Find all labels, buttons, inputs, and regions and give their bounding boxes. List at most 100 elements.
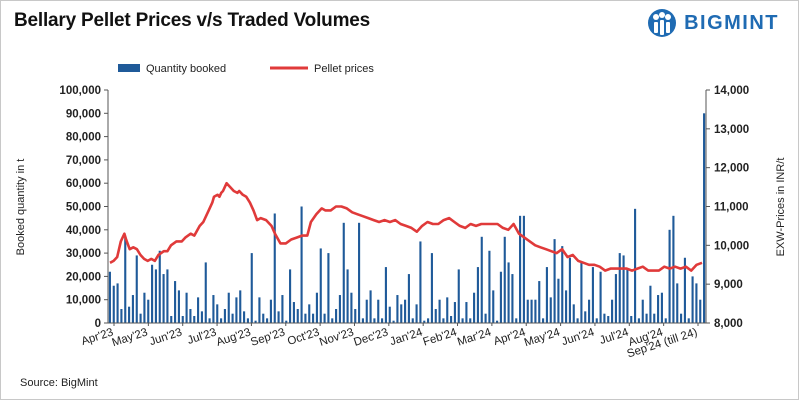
- bar: [220, 318, 223, 323]
- bar: [427, 318, 430, 323]
- bar: [108, 271, 111, 323]
- bar: [457, 269, 460, 323]
- x-tick-label: Feb'24: [422, 326, 459, 348]
- y-tick-label: 40,000: [66, 225, 101, 237]
- bar: [473, 292, 476, 323]
- bar: [641, 299, 644, 323]
- x-tick-label: Mar'24: [456, 326, 493, 348]
- bar: [561, 246, 564, 323]
- bar: [358, 222, 361, 323]
- bar: [323, 313, 326, 323]
- bar: [193, 316, 196, 323]
- x-tick-label: Oct'23: [286, 326, 321, 348]
- bar: [614, 274, 617, 323]
- bar: [262, 313, 265, 323]
- y2-tick-label: 8,000: [714, 318, 743, 330]
- x-tick-label: Sep'23: [249, 326, 286, 348]
- y-tick-label: 50,000: [66, 202, 101, 214]
- bar: [542, 318, 545, 323]
- bar: [515, 318, 518, 323]
- bar: [112, 285, 115, 323]
- bar: [381, 318, 384, 323]
- bar: [189, 309, 192, 323]
- bar: [200, 311, 203, 323]
- bar: [683, 257, 686, 323]
- bar: [438, 299, 441, 323]
- bar: [346, 269, 349, 323]
- chart-title: Bellary Pellet Prices v/s Traded Volumes: [14, 10, 370, 31]
- bar: [308, 304, 311, 323]
- bar: [338, 295, 341, 323]
- bar: [423, 320, 426, 323]
- bar: [289, 269, 292, 323]
- bar: [492, 290, 495, 323]
- bigmint-logo-icon: [648, 9, 677, 37]
- bar: [404, 299, 407, 323]
- y2-tick-label: 9,000: [714, 279, 743, 291]
- bar: [676, 283, 679, 323]
- y-axis-title: Booked quantity in t: [15, 159, 27, 256]
- bar: [622, 255, 625, 323]
- bar: [660, 292, 663, 323]
- bar: [361, 318, 364, 323]
- bar: [526, 299, 529, 323]
- y-tick-label: 10,000: [66, 295, 101, 307]
- bar: [250, 253, 253, 323]
- bar: [246, 318, 249, 323]
- bar: [369, 290, 372, 323]
- bar: [131, 295, 134, 323]
- bar: [139, 313, 142, 323]
- bar: [703, 113, 706, 323]
- bar: [434, 309, 437, 323]
- bar: [243, 311, 246, 323]
- bar: [430, 253, 433, 323]
- bar: [618, 253, 621, 323]
- bar: [407, 274, 410, 323]
- bar: [530, 299, 533, 323]
- bar: [147, 299, 150, 323]
- bar: [335, 309, 338, 323]
- bar: [476, 267, 479, 323]
- bar: [312, 313, 315, 323]
- bar: [292, 302, 295, 323]
- bar: [453, 302, 456, 323]
- bar: [626, 269, 629, 323]
- x-tick-label: May'24: [523, 326, 562, 349]
- bar: [396, 295, 399, 323]
- bar: [239, 290, 242, 323]
- bar: [204, 262, 207, 323]
- bar: [450, 316, 453, 323]
- bar: [266, 318, 269, 323]
- bar: [235, 297, 238, 323]
- bar: [124, 236, 127, 323]
- bar: [446, 297, 449, 323]
- bar: [269, 299, 272, 323]
- bar: [637, 318, 640, 323]
- bar: [572, 304, 575, 323]
- bar: [170, 316, 173, 323]
- bar: [442, 318, 445, 323]
- brand-logo: BIGMINT: [646, 6, 779, 40]
- bar: [319, 248, 322, 323]
- bar: [277, 311, 280, 323]
- bar: [595, 318, 598, 323]
- bar: [668, 229, 671, 323]
- bar: [603, 313, 606, 323]
- bar: [327, 253, 330, 323]
- bar: [584, 311, 587, 323]
- bar: [568, 257, 571, 323]
- bar: [699, 299, 702, 323]
- bar: [599, 271, 602, 323]
- bar: [695, 283, 698, 323]
- bar: [465, 302, 468, 323]
- x-tick-label: Jun'23: [148, 326, 184, 348]
- bar: [377, 299, 380, 323]
- bar: [354, 309, 357, 323]
- bar: [553, 239, 556, 323]
- bar: [350, 292, 353, 323]
- bar: [645, 313, 648, 323]
- bar: [649, 285, 652, 323]
- legend: Quantity booked Pellet prices: [118, 63, 374, 75]
- bar: [519, 215, 522, 323]
